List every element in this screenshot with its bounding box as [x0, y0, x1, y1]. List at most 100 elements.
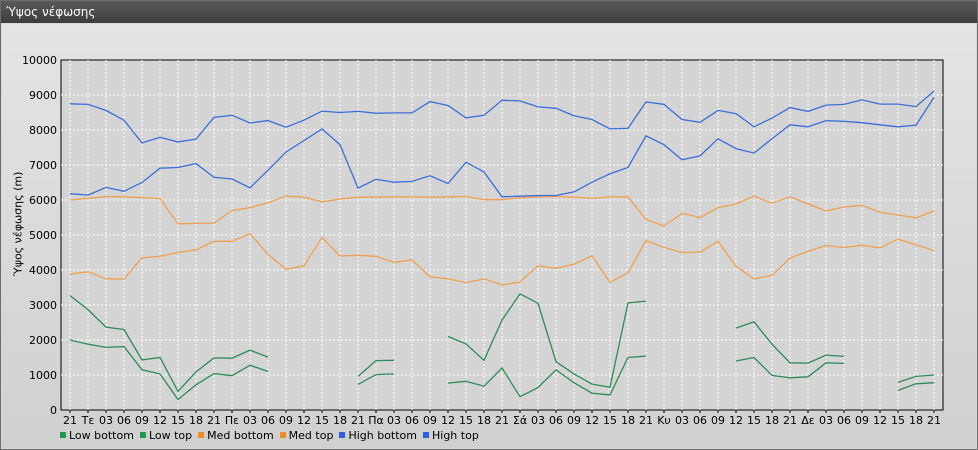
legend-label: Med top [288, 428, 334, 442]
series-line [69, 97, 935, 198]
series-line [897, 374, 935, 384]
x-tick-label: 15 [891, 414, 905, 427]
y-axis-label: Ύψος νέφωσης (m) [10, 74, 26, 374]
cloud-height-chart: 0 1000 2000 3000 4000 5000 6000 7000 8000 9000 100… [22, 54, 944, 427]
x-tick-label: 18 [189, 414, 203, 427]
x-tick-label: 12 [585, 414, 599, 427]
x-tick-label: 06 [117, 414, 131, 427]
legend-swatch [423, 432, 429, 438]
legend-swatch [279, 432, 286, 438]
series-line [69, 90, 935, 144]
x-tick-label: 15 [171, 414, 185, 427]
x-tick-label: 21 [351, 414, 365, 427]
series-line [447, 355, 647, 398]
x-tick-label: 21 [639, 414, 653, 427]
series-line [69, 195, 935, 227]
y-tick-label: 0 [50, 404, 57, 417]
x-tick-label: Σά [513, 414, 527, 427]
series-line [897, 382, 935, 392]
x-tick-label: 09 [711, 414, 725, 427]
x-tick-label: 09 [423, 414, 437, 427]
x-tick-label: 03 [675, 414, 689, 427]
legend-item: High bottom [339, 429, 417, 442]
legend-item: Med bottom [198, 429, 274, 442]
x-tick-label: 06 [405, 414, 419, 427]
series-line [357, 373, 395, 385]
y-tick-label: 2000 [29, 334, 57, 347]
x-tick-label: 18 [333, 414, 347, 427]
x-tick-label: 03 [387, 414, 401, 427]
legend-swatch [339, 432, 346, 438]
legend-swatch [139, 432, 146, 438]
series-line [735, 321, 845, 364]
legend-item: High top [423, 429, 479, 442]
x-tick-label: 12 [729, 414, 743, 427]
y-tick-label: 7000 [29, 159, 57, 172]
series-line [735, 356, 845, 379]
x-tick-label: 21 [207, 414, 221, 427]
y-tick-label: 1000 [29, 369, 57, 382]
x-tick-label: 21 [783, 414, 797, 427]
legend-swatch [198, 432, 205, 438]
series-line [357, 359, 395, 377]
legend-label: Low top [148, 428, 193, 442]
legend-label: High bottom [348, 428, 417, 442]
x-tick-label: 03 [819, 414, 833, 427]
y-tick-label: 3000 [29, 299, 57, 312]
x-tick-label: 15 [459, 414, 473, 427]
chart-panel: 0 1000 2000 3000 4000 5000 6000 7000 8000 9000 100… [2, 24, 976, 448]
window-title: Ύψος νέφωσης [6, 5, 96, 19]
y-tick-label: 8000 [29, 124, 57, 137]
x-tick-label: 09 [855, 414, 869, 427]
x-tick-label: 06 [837, 414, 851, 427]
x-tick-label: Τε [81, 414, 95, 427]
x-tick-label: 09 [135, 414, 149, 427]
series-line [69, 232, 935, 286]
chart-legend: Low bottom Low top Med bottom Med top High b… [60, 427, 485, 443]
x-tick-label: 21 [495, 414, 509, 427]
legend-label: Low bottom [69, 428, 134, 442]
x-tick-label: 12 [153, 414, 167, 427]
series-line [69, 295, 269, 393]
y-tick-label: 5000 [29, 229, 57, 242]
x-tick-label: Πε [225, 414, 239, 427]
series-line [69, 339, 269, 401]
legend-label: Med bottom [207, 428, 274, 442]
x-tick-label: 18 [909, 414, 923, 427]
x-tick-label: 21 [63, 414, 77, 427]
x-tick-label: 03 [531, 414, 545, 427]
x-tick-label: 21 [927, 414, 941, 427]
x-tick-label: 15 [603, 414, 617, 427]
x-tick-label: 18 [477, 414, 491, 427]
x-tick-label: 09 [567, 414, 581, 427]
legend-swatch [60, 432, 66, 438]
x-tick-label: 03 [99, 414, 113, 427]
x-tick-label: 06 [549, 414, 563, 427]
x-tick-label: Δε [801, 414, 815, 427]
x-tick-label: Κυ [657, 414, 671, 427]
y-axis-label-text: Ύψος νέφωσης (m) [11, 171, 25, 277]
window-titlebar: Ύψος νέφωσης [1, 1, 977, 23]
x-tick-label: 12 [441, 414, 455, 427]
x-tick-label: 18 [765, 414, 779, 427]
y-tick-label: 9000 [29, 89, 57, 102]
x-tick-label: 06 [261, 414, 275, 427]
x-tick-label: Πα [368, 414, 384, 427]
x-tick-label: 03 [243, 414, 257, 427]
x-tick-label: 06 [693, 414, 707, 427]
x-tick-label: 09 [279, 414, 293, 427]
legend-item: Low bottom [60, 429, 134, 442]
series-line [447, 292, 647, 389]
legend-label: High top [432, 428, 479, 442]
y-tick-label: 4000 [29, 264, 57, 277]
x-tick-label: 15 [747, 414, 761, 427]
x-tick-label: 15 [315, 414, 329, 427]
legend-item: Med top [279, 428, 334, 442]
x-tick-label: 18 [621, 414, 635, 427]
legend-item: Low top [139, 428, 193, 442]
x-tick-label: 12 [873, 414, 887, 427]
y-tick-label: 10000 [22, 54, 57, 67]
x-tick-label: 12 [297, 414, 311, 427]
y-tick-label: 6000 [29, 194, 57, 207]
